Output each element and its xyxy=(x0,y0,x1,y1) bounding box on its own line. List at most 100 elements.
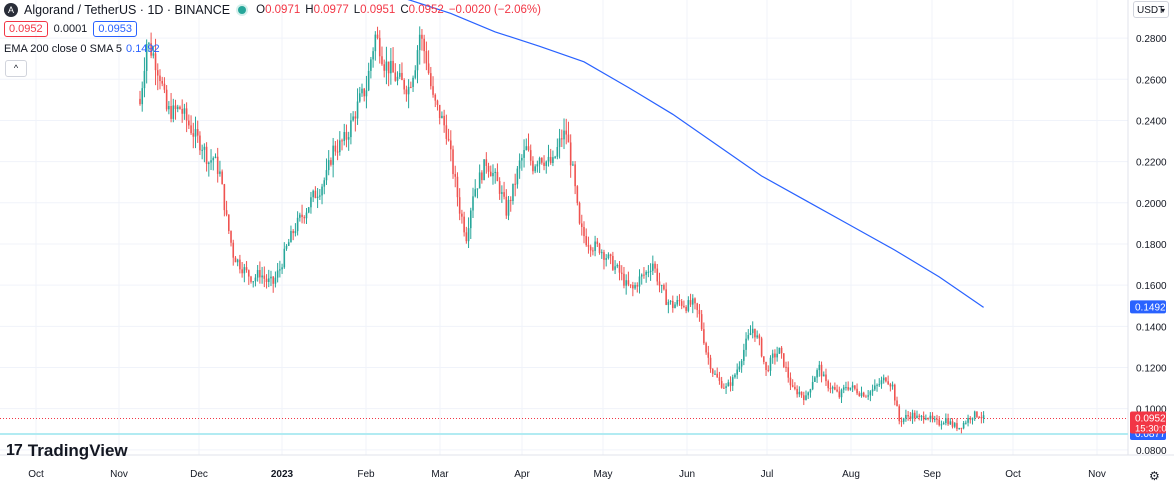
candle-body xyxy=(474,189,477,197)
candle-body xyxy=(809,389,812,393)
tradingview-brand[interactable]: 17 TradingView xyxy=(6,441,128,461)
candle-body xyxy=(594,241,596,251)
indicator-legend[interactable]: EMA 200 close 0 SMA 5 0.1492 xyxy=(4,43,160,55)
candle-body xyxy=(472,196,474,211)
candle-body xyxy=(798,391,801,395)
candle-body xyxy=(319,195,321,197)
candle-body xyxy=(356,101,359,119)
candle-body xyxy=(276,270,279,278)
candle-body xyxy=(669,300,672,302)
candle-body xyxy=(958,427,960,429)
candle-body xyxy=(250,276,252,282)
candle-body xyxy=(236,259,239,263)
symbol-title[interactable]: Algorand / TetherUS · 1D · BINANCE xyxy=(24,3,231,17)
time-tick-label: Aug xyxy=(842,469,860,480)
candle-body xyxy=(925,418,927,420)
candle-body xyxy=(563,130,565,140)
buy-price-button[interactable]: 0.0953 xyxy=(93,21,137,37)
time-tick-label: Apr xyxy=(514,469,530,480)
candle-body xyxy=(450,140,452,150)
indicator-value: 0.1492 xyxy=(126,43,160,55)
candle-body xyxy=(239,259,241,270)
candle-body xyxy=(736,369,738,375)
candle-body xyxy=(814,377,816,382)
candle-body xyxy=(589,246,592,251)
candle-body xyxy=(940,424,943,426)
candle-body xyxy=(743,349,745,361)
candle-body xyxy=(292,231,294,234)
candle-body xyxy=(905,415,907,419)
candle-body xyxy=(172,105,175,119)
candle-body xyxy=(605,258,607,260)
candle-body xyxy=(283,248,286,268)
candle-body xyxy=(829,388,832,390)
candle-body xyxy=(629,284,632,286)
candle-body xyxy=(978,416,980,418)
candle-body xyxy=(487,165,490,172)
high-value: 0.0977 xyxy=(313,4,349,16)
candle-body xyxy=(756,335,758,338)
candle-body xyxy=(367,70,370,91)
sell-price-button[interactable]: 0.0952 xyxy=(4,21,48,37)
candle-body xyxy=(902,418,905,422)
currency-selector[interactable]: USDT ▾ xyxy=(1133,1,1169,18)
settings-gear-icon[interactable]: ⚙ xyxy=(1149,469,1160,483)
candle-body xyxy=(461,213,463,217)
candle-body xyxy=(263,275,266,279)
time-tick-label: Nov xyxy=(110,469,128,480)
candle-body xyxy=(698,310,701,315)
spread-value: 0.0001 xyxy=(53,23,88,35)
candle-body xyxy=(361,88,363,94)
candle-body xyxy=(796,388,798,395)
candle-body xyxy=(911,412,914,419)
candle-body xyxy=(252,281,255,283)
candle-body xyxy=(816,370,818,378)
candle-body xyxy=(876,384,878,386)
candle-body xyxy=(478,172,481,189)
candle-body xyxy=(168,106,170,110)
indicator-label: EMA 200 close 0 SMA 5 xyxy=(4,43,123,55)
candle-body xyxy=(654,263,656,269)
candle-body xyxy=(603,252,605,260)
candle-body xyxy=(410,86,412,88)
candle-body xyxy=(501,192,503,194)
time-axis-labels: Oct Nov Dec 2023 Feb Mar Apr May Jun Jul Aug Sep Oct… xyxy=(28,469,1106,480)
high-label: H xyxy=(305,4,314,16)
candle-body xyxy=(909,416,912,419)
candle-body xyxy=(270,276,272,279)
price-badge-label: 0.0877 xyxy=(1135,429,1166,440)
close-label: C xyxy=(400,4,409,16)
candle-body xyxy=(758,335,761,339)
candle-body xyxy=(214,156,217,158)
candle-body xyxy=(767,369,770,371)
candle-body xyxy=(933,418,936,420)
candle-body xyxy=(891,384,894,387)
candle-body xyxy=(731,377,734,386)
currency-label: USDT xyxy=(1137,5,1165,16)
candle-body xyxy=(942,422,945,425)
candle-body xyxy=(228,214,230,232)
candle-body xyxy=(705,343,707,353)
candle-body xyxy=(614,266,616,270)
candle-body xyxy=(274,277,277,284)
collapse-legend-button[interactable]: ^ xyxy=(5,60,27,77)
candle-body xyxy=(827,381,829,389)
candle-body xyxy=(800,391,803,396)
trade-panel: 0.0952 0.0001 0.0953 xyxy=(4,21,137,37)
candle-body xyxy=(541,158,543,163)
candle-body xyxy=(301,214,303,217)
candle-body xyxy=(874,385,876,390)
candle-body xyxy=(507,199,510,216)
candle-body xyxy=(836,389,838,392)
candle-body xyxy=(927,418,929,420)
candle-body xyxy=(265,278,268,283)
candle-body xyxy=(678,300,681,302)
candle-body xyxy=(665,289,667,305)
candle-body xyxy=(183,108,186,114)
candle-body xyxy=(365,90,368,97)
candle-body xyxy=(711,369,714,374)
candle-body xyxy=(723,387,725,389)
candle-body xyxy=(854,385,856,389)
candle-body xyxy=(192,133,195,137)
